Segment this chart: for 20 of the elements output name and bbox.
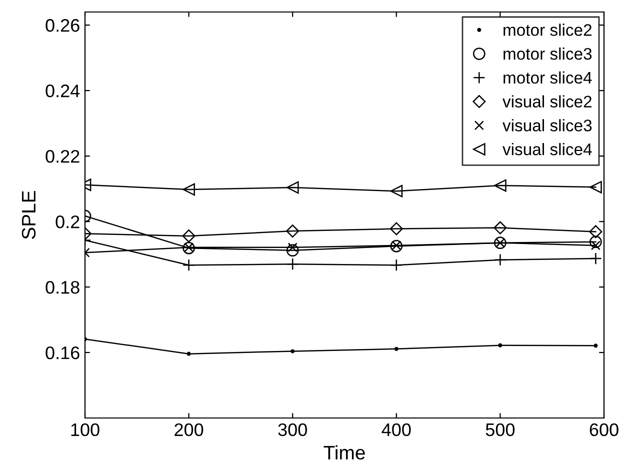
y-tick-label: 0.22 — [46, 150, 80, 163]
y-tick-label: 0.18 — [46, 280, 80, 294]
legend-label: motor slice4 — [504, 71, 592, 84]
y-tick-label: 0.26 — [46, 19, 80, 32]
legend-label: visual slice4 — [502, 143, 592, 156]
x-tick-label: 100 — [71, 423, 100, 436]
y-tick-label: 0.2 — [56, 215, 80, 228]
x-axis-title: Time — [324, 445, 365, 460]
y-tick-label: 0.16 — [46, 346, 80, 360]
x-tick-label: 200 — [174, 423, 204, 436]
x-tick-label: 400 — [382, 423, 411, 436]
y-axis-title: SPLE — [22, 190, 36, 239]
y-tick-label: 0.24 — [46, 84, 80, 98]
x-tick-label: 500 — [486, 423, 515, 436]
x-tick-label: 300 — [278, 423, 307, 436]
legend-label: visual slice3 — [502, 119, 592, 132]
legend-label: visual slice2 — [502, 95, 592, 108]
x-tick-label: 600 — [590, 423, 618, 436]
legend-label: motor slice3 — [504, 48, 592, 60]
legend-label: motor slice2 — [504, 24, 592, 36]
